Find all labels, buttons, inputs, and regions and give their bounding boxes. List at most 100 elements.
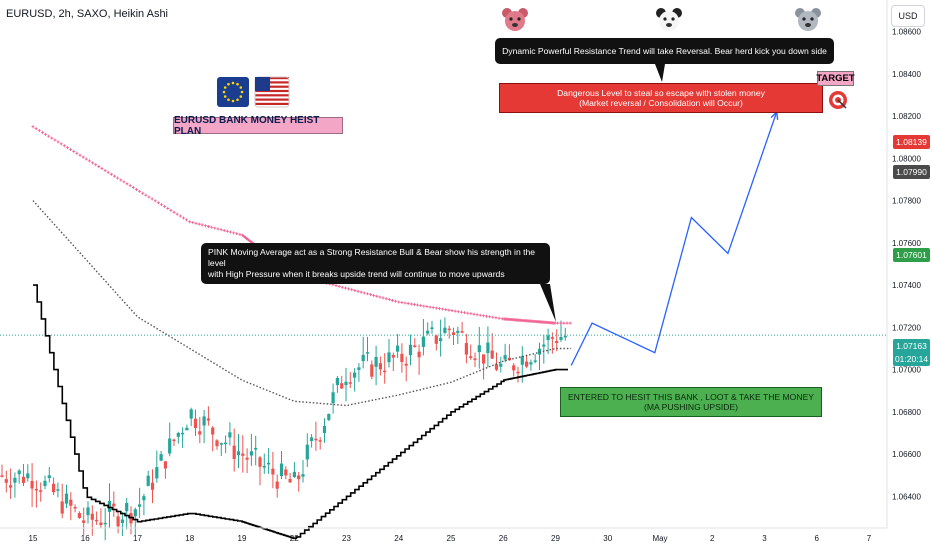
candle-body xyxy=(90,513,94,520)
pink-ma-mark xyxy=(147,195,151,199)
pink-ma-callout-pointer xyxy=(540,284,556,322)
candle-body xyxy=(241,453,245,456)
danger-text-line1: Dangerous Level to steal so escape with … xyxy=(557,88,765,98)
pink-ma-mark xyxy=(69,148,73,152)
pink-ma-mark xyxy=(216,227,220,231)
pink-ma-mark xyxy=(141,191,145,195)
pink-ma-mark xyxy=(103,168,107,172)
pink-ma-text-line1: PINK Moving Average act as a Strong Resi… xyxy=(208,247,536,268)
x-tick-label: May xyxy=(652,534,667,543)
x-tick-label: 30 xyxy=(603,534,612,543)
pink-ma-mark xyxy=(372,293,376,297)
pink-ma-mark xyxy=(350,288,354,292)
pink-ma-mark xyxy=(453,309,457,313)
y-tick-label: 1.06400 xyxy=(892,492,921,501)
candle-body xyxy=(421,336,425,347)
candle-body xyxy=(387,352,391,363)
pink-ma-mark xyxy=(365,292,369,296)
pink-ma-mark xyxy=(485,314,489,318)
pink-ma-mark xyxy=(362,291,366,295)
pink-ma-mark xyxy=(138,189,142,193)
pink-ma-mark xyxy=(194,221,198,225)
pink-ma-mark xyxy=(225,229,229,233)
pink-ma-mark xyxy=(387,298,391,302)
candle-body xyxy=(112,503,116,507)
x-tick-label: 16 xyxy=(81,534,90,543)
candle-body xyxy=(520,356,524,365)
pink-ma-mark xyxy=(488,315,492,319)
candle-body xyxy=(176,433,180,437)
candle-body xyxy=(310,437,314,442)
pink-ma-mark xyxy=(431,306,435,310)
pink-ma-mark xyxy=(91,161,95,165)
candle-body xyxy=(172,439,176,442)
pink-ma-mark xyxy=(34,127,38,131)
pink-ma-mark xyxy=(203,224,207,228)
candle-body xyxy=(451,332,456,336)
candle-body xyxy=(189,409,193,419)
pink-ma-mark xyxy=(568,321,572,325)
candle-body xyxy=(39,490,43,492)
candle-body xyxy=(142,496,146,501)
pink-ma-mark xyxy=(334,284,338,288)
pink-ma-mark xyxy=(78,153,82,157)
candle-body xyxy=(202,416,206,426)
black-ma-line xyxy=(33,284,568,540)
candle-body xyxy=(417,351,421,358)
pink-ma-mark xyxy=(337,284,341,288)
pink-ma-mark xyxy=(116,176,120,180)
pink-ma-mark xyxy=(200,223,204,227)
candle-body xyxy=(146,475,150,486)
candle-body xyxy=(262,465,266,468)
pink-ma-mark xyxy=(207,225,211,229)
candle-body xyxy=(353,372,357,378)
resistance-callout-pointer xyxy=(655,64,665,82)
candle-body xyxy=(512,365,516,371)
candle-body xyxy=(331,392,335,404)
pink-ma-mark xyxy=(181,216,185,220)
candle-body xyxy=(219,443,223,445)
pink-ma-mark xyxy=(232,231,236,235)
pink-ma-mark xyxy=(466,311,470,315)
pink-ma-mark xyxy=(403,301,407,305)
y-tick-label: 1.07200 xyxy=(892,323,921,332)
candle-body xyxy=(404,363,408,366)
candle-body xyxy=(490,350,494,359)
pink-ma-mark xyxy=(40,130,44,134)
pink-ma-mark xyxy=(425,305,429,309)
y-tick-label: 1.07000 xyxy=(892,366,921,375)
candle-body xyxy=(413,345,417,347)
pink-ma-mark xyxy=(438,307,442,311)
pink-ma-mark xyxy=(565,321,569,325)
candle-body xyxy=(396,345,400,352)
pink-ma-mark xyxy=(235,232,239,236)
pink-ma-mark xyxy=(381,296,385,300)
danger-text-line2: (Market reversal / Consolidation will Oc… xyxy=(579,98,743,108)
candle-body xyxy=(301,474,305,477)
pink-ma-mark xyxy=(375,294,379,298)
pink-ma-mark xyxy=(109,172,113,176)
candle-body xyxy=(327,413,331,420)
candle-body xyxy=(47,475,51,479)
pink-ma-mark xyxy=(191,221,195,225)
pink-ma-mark xyxy=(459,310,463,314)
candle-body xyxy=(215,440,219,447)
candle-body xyxy=(322,425,327,434)
pink-ma-mark xyxy=(562,321,566,325)
candle-body xyxy=(503,355,507,360)
candle-body xyxy=(193,418,198,429)
candle-body xyxy=(469,356,473,358)
currency-button[interactable]: USD xyxy=(891,5,925,27)
candle-body xyxy=(361,354,365,362)
x-tick-label: 22 xyxy=(290,534,299,543)
candle-body xyxy=(267,462,271,465)
x-tick-label: 23 xyxy=(342,534,351,543)
candle-body xyxy=(86,507,90,516)
candle-body xyxy=(181,432,185,435)
candle-body xyxy=(254,447,258,450)
target-icon xyxy=(829,91,847,109)
candle-body xyxy=(60,501,64,514)
pink-ma-mark xyxy=(163,205,167,209)
